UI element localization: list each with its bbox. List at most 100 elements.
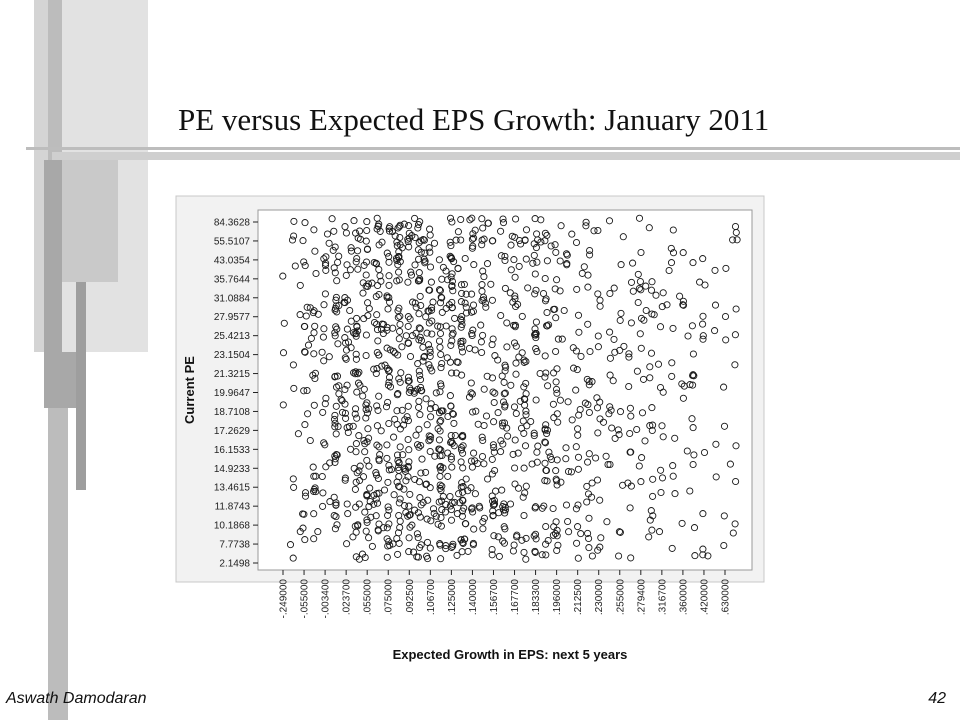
- data-point: [627, 448, 635, 456]
- data-point: [470, 525, 478, 533]
- data-point: [488, 492, 496, 500]
- x-tick-label: .230000: [594, 579, 605, 616]
- data-point: [355, 467, 363, 475]
- data-point: [301, 489, 310, 497]
- data-point: [515, 262, 523, 270]
- data-point: [444, 449, 452, 457]
- data-point: [351, 370, 359, 378]
- data-point: [696, 278, 704, 286]
- data-point: [368, 542, 376, 550]
- data-point: [520, 464, 528, 472]
- data-point: [650, 311, 658, 319]
- data-point: [462, 475, 470, 483]
- data-point: [302, 312, 310, 320]
- data-point: [451, 431, 459, 440]
- data-point: [572, 505, 580, 513]
- data-point: [647, 286, 656, 294]
- data-point: [375, 351, 383, 359]
- data-point: [331, 419, 339, 427]
- data-point: [584, 529, 592, 537]
- data-point: [615, 431, 623, 439]
- data-point: [396, 483, 404, 491]
- data-point: [479, 518, 487, 526]
- data-point: [578, 269, 586, 277]
- data-point: [488, 296, 496, 304]
- x-tick-label: .140000: [468, 579, 479, 616]
- data-point: [286, 541, 295, 549]
- data-point: [626, 404, 634, 412]
- data-point: [426, 405, 434, 413]
- data-point: [409, 298, 417, 306]
- data-point: [699, 312, 707, 320]
- data-point: [490, 500, 499, 508]
- data-point: [472, 407, 480, 415]
- x-tick-label: .092500: [405, 579, 416, 616]
- data-point: [448, 331, 456, 339]
- data-point: [373, 320, 381, 328]
- data-point: [649, 475, 657, 483]
- data-point: [330, 227, 338, 235]
- data-point: [352, 355, 360, 363]
- data-point: [530, 251, 538, 259]
- data-point: [585, 450, 593, 458]
- data-point: [415, 255, 423, 263]
- data-point: [499, 398, 508, 406]
- data-point: [699, 545, 707, 553]
- data-point: [446, 492, 454, 501]
- data-point: [607, 406, 615, 414]
- data-point: [405, 234, 413, 242]
- data-point: [552, 347, 560, 356]
- y-tick-label: 16.1533: [214, 445, 251, 456]
- data-point: [700, 448, 709, 457]
- data-point: [469, 539, 477, 547]
- data-point: [355, 432, 363, 440]
- data-point: [657, 466, 665, 474]
- data-point: [383, 326, 391, 334]
- data-point: [326, 498, 334, 506]
- data-point: [648, 426, 656, 435]
- data-point: [636, 277, 644, 286]
- data-point: [412, 329, 420, 337]
- x-tick-label: .255000: [615, 579, 626, 616]
- y-tick-label: 27.9577: [214, 312, 251, 323]
- data-point: [409, 548, 418, 556]
- data-point: [393, 420, 401, 428]
- data-point: [573, 366, 581, 374]
- data-point: [447, 402, 455, 410]
- data-point: [362, 351, 370, 360]
- data-point: [611, 434, 619, 442]
- data-point: [512, 359, 520, 367]
- data-point: [323, 230, 332, 238]
- data-point: [289, 475, 297, 483]
- data-point: [341, 476, 349, 484]
- y-tick-label: 84.3628: [214, 218, 251, 229]
- data-point: [333, 521, 341, 529]
- data-point: [469, 408, 477, 416]
- data-point: [382, 403, 391, 411]
- data-point: [729, 236, 737, 244]
- data-point: [330, 415, 339, 423]
- data-point: [479, 293, 488, 301]
- data-point: [608, 424, 616, 432]
- data-point: [605, 410, 613, 418]
- data-point: [619, 233, 627, 241]
- data-point: [301, 536, 309, 544]
- data-point: [367, 513, 375, 521]
- data-point: [405, 446, 413, 454]
- data-point: [532, 396, 540, 404]
- data-point: [539, 289, 548, 298]
- data-point: [395, 459, 403, 467]
- data-point: [594, 429, 602, 437]
- data-point: [585, 544, 593, 552]
- data-point: [457, 443, 465, 452]
- data-point: [515, 353, 523, 361]
- data-point: [448, 463, 456, 471]
- data-point: [509, 547, 517, 555]
- data-point: [332, 296, 340, 304]
- data-point: [582, 222, 590, 230]
- data-point: [420, 353, 428, 361]
- data-point: [550, 305, 558, 313]
- data-point: [304, 341, 313, 349]
- data-point: [438, 294, 446, 302]
- data-point: [553, 532, 561, 540]
